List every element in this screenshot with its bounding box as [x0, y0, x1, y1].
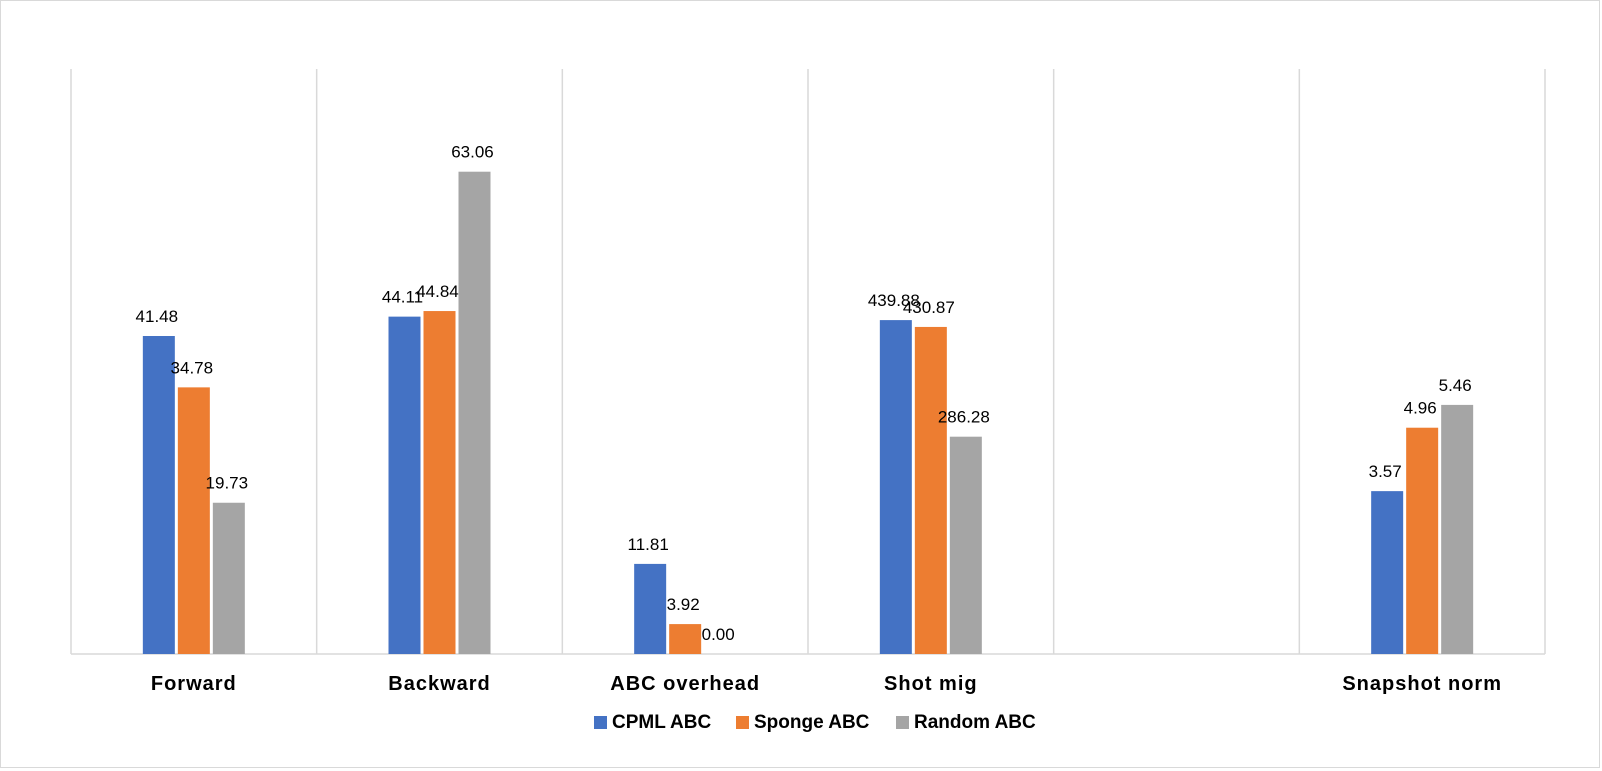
bar-cpml-abc	[634, 563, 667, 654]
data-label: 63.06	[451, 143, 494, 162]
bar-random-abc	[212, 502, 245, 654]
x-tick-label: Shot mig	[884, 673, 978, 695]
legend-swatch	[896, 716, 909, 729]
bar-cpml-abc	[879, 320, 912, 654]
legend-label: Sponge ABC	[754, 712, 870, 733]
bar-cpml-abc	[388, 316, 421, 654]
data-label: 430.87	[903, 298, 955, 317]
data-label: 439.88	[868, 291, 920, 310]
legend-label: Random ABC	[914, 712, 1036, 733]
data-label: 11.81	[628, 535, 669, 554]
bar-sponge-abc	[669, 624, 702, 654]
bar-random-abc	[949, 436, 982, 654]
bar-cpml-abc	[1371, 491, 1404, 654]
bar-random-abc	[458, 171, 491, 654]
x-tick-label: Backward	[388, 673, 491, 695]
bar-sponge-abc	[914, 326, 947, 654]
bar-cpml-abc	[142, 336, 175, 654]
bar-sponge-abc	[177, 387, 210, 654]
data-label: 3.57	[1369, 462, 1402, 481]
data-label: 3.92	[667, 595, 700, 614]
data-label: 4.96	[1404, 399, 1437, 418]
data-label: 44.11	[382, 288, 423, 307]
legend-swatch	[594, 716, 607, 729]
data-label: 44.84	[416, 282, 459, 301]
data-label: 0.00	[702, 625, 735, 644]
data-label: 286.28	[938, 408, 990, 427]
legend-label: CPML ABC	[612, 712, 712, 733]
legend-swatch	[736, 716, 749, 729]
x-tick-label: ABC overhead	[610, 673, 760, 695]
x-tick-label: Forward	[151, 673, 237, 695]
data-label: 19.73	[206, 474, 249, 493]
data-label: 5.46	[1439, 376, 1472, 395]
x-tick-label: Snapshot norm	[1342, 673, 1502, 695]
bar-sponge-abc	[423, 311, 456, 654]
data-label: 41.48	[136, 307, 179, 326]
data-label: 34.78	[171, 358, 214, 377]
bar-sponge-abc	[1406, 427, 1439, 654]
bar-random-abc	[1441, 404, 1474, 654]
